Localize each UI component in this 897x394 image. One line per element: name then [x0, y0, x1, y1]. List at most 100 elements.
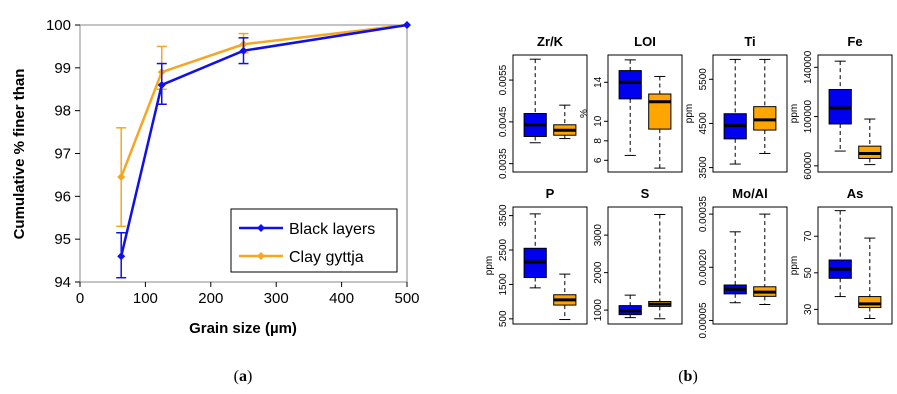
y-tick-label: 3500 — [698, 156, 709, 179]
boxplot-panel-p: P 500 1500 2500 3500 ppm — [484, 186, 588, 327]
box-iqr — [618, 70, 642, 100]
y-tick-label: 0.00035 — [698, 196, 709, 233]
y-tick-label: 100 — [46, 17, 71, 34]
caption-b: (b) — [678, 368, 698, 385]
y-tick-label: 99 — [54, 60, 71, 77]
y-tick-label: 1500 — [498, 273, 509, 296]
box-black-layers — [828, 60, 852, 152]
y-axis-label: % — [579, 109, 590, 118]
boxplot-title: P — [546, 186, 555, 201]
data-point — [157, 80, 166, 89]
y-axis-label: ppm — [789, 256, 800, 275]
box-black-layers — [618, 294, 642, 319]
boxplot-frame — [712, 206, 788, 325]
legend-marker — [257, 252, 265, 260]
data-point — [403, 21, 411, 29]
y-tick-label: 100000 — [803, 99, 814, 133]
data-point — [117, 173, 126, 182]
boxplot-title: S — [641, 186, 650, 201]
y-tick-label: 0.0035 — [498, 148, 509, 179]
box-iqr — [648, 93, 672, 130]
boxplot-panel-zr-k: Zr/K 0.0035 0.0045 0.0055 — [498, 34, 588, 179]
caption-a-letter: a — [239, 368, 247, 385]
y-tick-label: 500 — [498, 310, 509, 327]
y-tick-label: 140000 — [803, 50, 814, 84]
y-tick-label: 94 — [54, 274, 71, 291]
panel-a-legend: Black layers Clay gyttja — [230, 208, 398, 273]
caption-a: (a) — [233, 368, 253, 385]
x-tick-label: 200 — [198, 290, 223, 307]
box-black-layers — [523, 213, 547, 289]
panel-a-line-chart: 94 95 96 97 98 99 100 0 100 200 300 400 500 Cumulat… — [11, 17, 420, 337]
panel-a-y-axis-label: Cumulative % finer than — [11, 69, 28, 240]
y-tick-label: 30 — [803, 303, 814, 315]
box-clay-gyttja — [553, 104, 577, 140]
panel-a-x-axis: 0 100 200 300 400 500 — [76, 282, 420, 307]
y-tick-label: 96 — [54, 188, 71, 205]
boxplot-panel-ti: Ti 3500 4500 5500 ppm — [684, 34, 788, 179]
box-black-layers — [523, 58, 547, 144]
boxplot-title: Mo/Al — [732, 186, 767, 201]
x-tick-label: 100 — [133, 290, 158, 307]
y-tick-label: 3000 — [593, 224, 604, 247]
y-tick-label: 6 — [593, 157, 604, 163]
series-black-layers — [116, 21, 411, 279]
y-tick-label: 2500 — [498, 238, 509, 261]
x-tick-label: 400 — [329, 290, 354, 307]
box-black-layers — [618, 59, 642, 156]
y-tick-label: 95 — [54, 231, 71, 248]
box-iqr — [858, 296, 882, 309]
y-tick-label: 3500 — [498, 204, 509, 227]
boxplot-title: Ti — [744, 34, 755, 49]
y-tick-label: 70 — [803, 230, 814, 242]
y-tick-label: 0.0045 — [498, 106, 509, 137]
box-clay-gyttja — [648, 75, 672, 169]
series-line — [119, 23, 408, 257]
y-axis-label: ppm — [484, 256, 495, 275]
y-tick-label: 0.00020 — [698, 249, 709, 286]
box-clay-gyttja — [753, 58, 777, 154]
box-black-layers — [723, 231, 747, 304]
x-tick-label: 300 — [264, 290, 289, 307]
y-tick-label: 4500 — [698, 112, 709, 135]
boxplot-title: As — [847, 186, 864, 201]
y-tick-label: 8 — [593, 138, 604, 144]
y-tick-label: 98 — [54, 103, 71, 120]
y-tick-label: 50 — [803, 267, 814, 279]
boxplot-panel-mo-al: Mo/Al 0.00005 0.00020 0.00035 — [698, 186, 788, 339]
y-tick-label: 10 — [593, 115, 604, 127]
x-tick-label: 0 — [76, 290, 84, 307]
y-tick-label: 60000 — [803, 152, 814, 180]
y-axis-label: ppm — [789, 104, 800, 123]
legend-marker — [257, 224, 265, 232]
boxplot-title: Zr/K — [537, 34, 564, 49]
y-tick-label: 14 — [593, 76, 604, 88]
y-tick-label: 5500 — [698, 68, 709, 91]
series-line — [120, 23, 408, 178]
boxplot-title: LOI — [634, 34, 656, 49]
y-axis-label: ppm — [684, 104, 695, 123]
box-clay-gyttja — [753, 213, 777, 305]
y-tick-label: 2000 — [593, 261, 604, 284]
box-clay-gyttja — [858, 237, 882, 320]
data-point — [239, 46, 248, 55]
boxplot-panel-s: S 1000 2000 3000 — [593, 186, 683, 325]
boxplot-title: Fe — [847, 34, 862, 49]
y-tick-label: 0.0055 — [498, 64, 509, 95]
box-clay-gyttja — [553, 273, 577, 321]
y-tick-label: 1000 — [593, 299, 604, 322]
box-clay-gyttja — [648, 214, 672, 320]
data-point — [117, 252, 126, 261]
y-tick-label: 97 — [54, 146, 71, 163]
boxplot-panel-fe: Fe 60000 100000 140000 ppm — [789, 34, 893, 180]
boxplot-panel-loi: LOI 6 8 10 14% — [579, 34, 683, 173]
legend-entry: Clay gyttja — [289, 249, 364, 266]
box-clay-gyttja — [858, 118, 882, 166]
boxplot-panel-as: As 30 50 70 ppm — [789, 186, 893, 325]
legend-entry: Black layers — [289, 221, 375, 238]
x-tick-label: 500 — [394, 290, 419, 307]
box-black-layers — [828, 210, 852, 298]
panel-a-x-axis-label: Grain size (µm) — [189, 320, 297, 337]
y-tick-label: 0.00005 — [698, 302, 709, 339]
